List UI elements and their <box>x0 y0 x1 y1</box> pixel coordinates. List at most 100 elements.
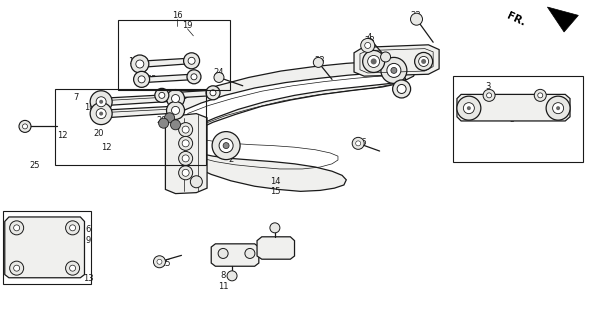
Text: 4: 4 <box>367 33 371 42</box>
Polygon shape <box>170 144 346 191</box>
Circle shape <box>464 103 474 114</box>
Circle shape <box>167 101 184 119</box>
Text: 24: 24 <box>214 68 224 77</box>
Circle shape <box>187 70 201 84</box>
Circle shape <box>96 97 106 107</box>
Circle shape <box>538 93 543 98</box>
Circle shape <box>23 124 27 129</box>
Circle shape <box>553 103 563 114</box>
Text: 20: 20 <box>93 129 104 138</box>
Text: 11: 11 <box>218 282 228 291</box>
Circle shape <box>134 71 149 87</box>
Circle shape <box>70 265 76 271</box>
Text: 14: 14 <box>270 177 280 186</box>
Circle shape <box>131 55 149 73</box>
Text: 22: 22 <box>146 76 157 84</box>
Circle shape <box>212 132 240 160</box>
Circle shape <box>206 86 220 100</box>
Text: 26: 26 <box>356 138 367 147</box>
Circle shape <box>99 100 103 104</box>
Circle shape <box>270 223 280 233</box>
Polygon shape <box>457 94 570 121</box>
Text: 2: 2 <box>228 156 233 164</box>
Circle shape <box>190 176 202 188</box>
Circle shape <box>352 137 364 149</box>
Text: 18: 18 <box>164 92 175 101</box>
Circle shape <box>70 225 76 231</box>
Circle shape <box>182 169 189 176</box>
Text: 8: 8 <box>220 271 226 280</box>
Text: 6: 6 <box>85 225 91 234</box>
Circle shape <box>90 91 112 113</box>
Circle shape <box>171 120 180 130</box>
Circle shape <box>227 271 237 281</box>
Text: 5: 5 <box>484 108 489 117</box>
Text: FR.: FR. <box>506 11 527 28</box>
Polygon shape <box>136 58 195 67</box>
Text: 5: 5 <box>509 116 514 124</box>
Polygon shape <box>170 61 416 146</box>
Polygon shape <box>354 45 439 76</box>
Circle shape <box>65 261 80 275</box>
Circle shape <box>10 221 24 235</box>
Bar <box>453 76 583 162</box>
Circle shape <box>182 126 189 133</box>
Circle shape <box>159 118 168 128</box>
Circle shape <box>182 140 189 147</box>
Circle shape <box>361 38 375 52</box>
Circle shape <box>223 143 229 148</box>
Text: 29: 29 <box>156 116 167 125</box>
Circle shape <box>96 108 106 119</box>
Circle shape <box>178 166 193 180</box>
Circle shape <box>182 155 189 162</box>
Text: 21: 21 <box>176 176 187 185</box>
Bar <box>3 211 91 284</box>
Circle shape <box>178 123 193 137</box>
Text: 27: 27 <box>265 239 276 248</box>
Text: 12: 12 <box>101 143 111 152</box>
Circle shape <box>397 84 406 93</box>
Polygon shape <box>159 90 217 99</box>
Circle shape <box>356 141 361 146</box>
Circle shape <box>99 112 103 116</box>
Text: 1: 1 <box>228 144 233 153</box>
Text: 5: 5 <box>403 46 408 55</box>
Circle shape <box>415 52 433 70</box>
Polygon shape <box>5 217 84 278</box>
Circle shape <box>391 68 397 73</box>
Text: 7: 7 <box>73 93 79 102</box>
Text: 23: 23 <box>315 56 325 65</box>
Text: 3: 3 <box>485 82 491 91</box>
Circle shape <box>154 256 165 268</box>
Circle shape <box>245 248 255 259</box>
Text: 23: 23 <box>410 11 421 20</box>
Polygon shape <box>98 106 181 118</box>
Text: 5: 5 <box>414 60 419 68</box>
Circle shape <box>487 93 491 98</box>
Circle shape <box>171 94 180 102</box>
Bar <box>55 89 206 165</box>
Circle shape <box>393 80 411 98</box>
Polygon shape <box>211 244 259 266</box>
Circle shape <box>218 248 228 259</box>
Text: 13: 13 <box>83 274 93 283</box>
Circle shape <box>546 96 570 120</box>
Text: 10: 10 <box>84 103 95 112</box>
Circle shape <box>467 106 471 110</box>
Circle shape <box>219 139 233 153</box>
Polygon shape <box>138 74 198 83</box>
Circle shape <box>171 106 180 114</box>
Circle shape <box>14 265 20 271</box>
Circle shape <box>556 106 560 110</box>
Circle shape <box>381 52 390 62</box>
Circle shape <box>188 57 195 64</box>
Circle shape <box>191 74 197 80</box>
Polygon shape <box>165 114 207 194</box>
Circle shape <box>534 89 546 101</box>
Circle shape <box>65 221 80 235</box>
Text: 15: 15 <box>270 188 280 196</box>
Circle shape <box>10 261 24 275</box>
Circle shape <box>314 57 323 68</box>
Text: 13: 13 <box>17 225 28 234</box>
Circle shape <box>210 90 216 96</box>
